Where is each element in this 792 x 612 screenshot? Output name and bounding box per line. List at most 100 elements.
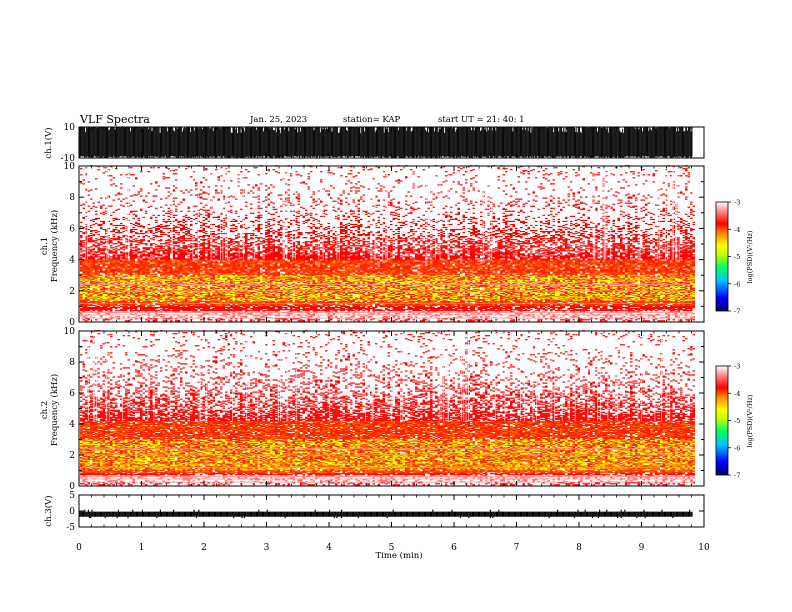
spectrogram-cell [175, 230, 178, 231]
spectrogram-cell [190, 236, 193, 237]
spectrogram-cell [160, 230, 163, 231]
spectrogram-cell [190, 218, 193, 219]
spectrogram-cell [178, 288, 181, 289]
spectrogram-cell [120, 309, 123, 310]
spectrogram-cell [88, 251, 91, 252]
chart-date: Jan. 25, 2023 [249, 115, 307, 125]
spectrogram-cell [160, 272, 163, 273]
spectrogram-cell [188, 281, 191, 282]
spectrogram-cell [175, 232, 178, 233]
spectrogram-cell [100, 244, 103, 245]
spectrogram-cell [193, 309, 196, 310]
spectrogram-cell [183, 286, 186, 287]
spectrogram-cell [110, 179, 113, 180]
spectrogram-cell [190, 234, 193, 235]
spectrogram-cell [130, 279, 133, 280]
spectrogram-cell [188, 251, 191, 252]
spectrogram-cell [90, 266, 93, 267]
spectrogram-cell [90, 199, 93, 200]
spectrogram-cell [143, 266, 146, 267]
spectrogram-cell [88, 195, 91, 196]
spectrogram-cell [143, 295, 146, 296]
spectrogram-cell [83, 208, 86, 209]
spectrogram-cell [158, 250, 161, 251]
spectrogram-cell [165, 245, 168, 246]
spectrogram-cell [80, 240, 83, 241]
spectrogram-cell [185, 274, 188, 275]
spectrogram-cell [120, 225, 123, 226]
spectrogram-cell [160, 311, 163, 312]
spectrogram-cell [133, 295, 136, 296]
spectrogram-cell [123, 231, 126, 232]
spectrogram-cell [140, 309, 143, 310]
spectrogram-cell [100, 206, 103, 207]
spectrogram-cell [168, 235, 171, 236]
spectrogram-cell [153, 215, 156, 216]
spectrogram-cell [80, 248, 83, 249]
spectrogram-cell [135, 215, 138, 216]
spectrogram-cell [158, 245, 161, 246]
spectrogram-cell [133, 247, 136, 248]
spectrogram-cell [175, 251, 178, 252]
spectrogram-cell [183, 232, 186, 233]
spectrogram-cell [98, 244, 101, 245]
spectrogram-cell [118, 241, 121, 242]
spectrogram-cell [125, 288, 128, 289]
spectrogram-cell [145, 274, 148, 275]
spectrogram-cell [200, 270, 203, 271]
spectrogram-cell [195, 244, 198, 245]
spectrogram-cell [113, 230, 116, 231]
spectrogram-cell [110, 286, 113, 287]
spectrogram-cell [165, 205, 168, 206]
spectrogram-cell [188, 258, 191, 259]
spectrogram-cell [115, 195, 118, 196]
spectrogram-cell [160, 316, 163, 317]
spectrogram-cell [88, 288, 91, 289]
spectrogram-cell [118, 219, 121, 220]
spectrogram-cell [168, 177, 171, 178]
spectrogram-cell [98, 288, 101, 289]
spectrogram-cell [185, 268, 188, 269]
spectrogram-cell [85, 309, 88, 310]
spectrogram-cell [113, 238, 116, 239]
spectrogram-cell [145, 244, 148, 245]
spectrogram-cell [165, 225, 168, 226]
spectrogram-cell [193, 266, 196, 267]
spectrogram-cell [123, 227, 126, 228]
spectrogram-cell [180, 251, 183, 252]
spectrogram-cell [175, 238, 178, 239]
spectrogram-cell [183, 295, 186, 296]
spectrogram-cell [150, 244, 153, 245]
spectrogram-cell [155, 181, 158, 182]
spectrogram-cell [160, 258, 163, 259]
spectrogram-cell [133, 250, 136, 251]
spectrogram-cell [170, 316, 173, 317]
spectrogram-cell [153, 270, 156, 271]
spectrogram-cell [138, 244, 141, 245]
spectrogram-cell [80, 292, 83, 293]
spectrogram-cell [135, 304, 138, 305]
spectrogram-cell [190, 238, 193, 239]
spectrogram-cell [135, 216, 138, 217]
spectrogram-cell [108, 308, 111, 309]
spectrogram-cell [95, 188, 98, 189]
spectrogram-cell [130, 304, 133, 305]
spectrogram-cell [125, 320, 128, 321]
spectrogram-cell [135, 261, 138, 262]
spectrogram-cell [185, 240, 188, 241]
spectrogram-cell [88, 190, 91, 191]
spectrogram-cell [90, 281, 93, 282]
spectrogram-cell [115, 232, 118, 233]
spectrogram-cell [80, 295, 83, 296]
spectrogram-cell [163, 246, 166, 247]
spectrogram-cell [120, 187, 123, 188]
spectrogram-cell [115, 243, 118, 244]
spectrogram-cell [188, 249, 191, 250]
spectrogram-cell [198, 274, 201, 275]
spectrogram-cell [95, 251, 98, 252]
spectrogram-cell [138, 280, 141, 281]
spectrogram-cell [188, 240, 191, 241]
spectrogram-cell [135, 244, 138, 245]
spectrogram-cell [110, 288, 113, 289]
spectrogram-cell [168, 211, 171, 212]
